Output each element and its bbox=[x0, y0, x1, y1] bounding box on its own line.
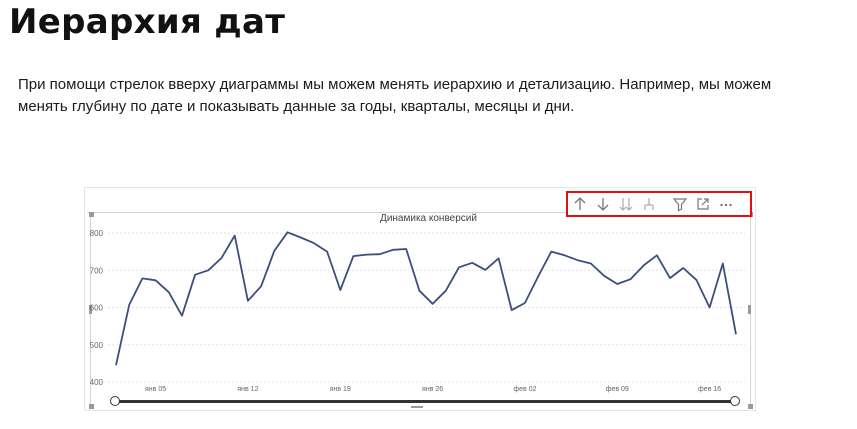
x-tick-label: фев 02 bbox=[513, 386, 536, 393]
focus-mode-icon bbox=[696, 198, 709, 210]
resize-handle-top-left[interactable] bbox=[89, 212, 94, 217]
drill-down-button[interactable] bbox=[591, 193, 614, 215]
x-tick-label: янв 12 bbox=[237, 386, 258, 393]
y-tick-label: 800 bbox=[90, 229, 104, 238]
x-tick-label: фев 09 bbox=[606, 386, 629, 393]
y-tick-label: 600 bbox=[90, 304, 104, 313]
description-line-1: При помощи стрелок вверху диаграммы мы м… bbox=[18, 76, 772, 93]
zoom-slider-end-handle[interactable] bbox=[730, 396, 740, 406]
resize-handle-bottom[interactable] bbox=[411, 406, 423, 408]
more-options-button[interactable] bbox=[714, 193, 737, 215]
filter-button[interactable] bbox=[668, 193, 691, 215]
expand-all-down-button[interactable] bbox=[614, 193, 637, 215]
x-tick-label: янв 19 bbox=[330, 386, 351, 393]
drill-down-icon bbox=[597, 198, 608, 211]
x-tick-label: фев 16 bbox=[698, 386, 721, 393]
zoom-slider-track[interactable] bbox=[115, 400, 735, 403]
zoom-slider-start-handle[interactable] bbox=[110, 396, 120, 406]
more-options-icon bbox=[719, 203, 732, 207]
page-title: Иерархия дат bbox=[9, 2, 286, 42]
expand-all-down-icon bbox=[619, 198, 632, 211]
drill-up-icon bbox=[574, 197, 585, 210]
resize-handle-right[interactable] bbox=[748, 305, 751, 314]
drill-up-button[interactable] bbox=[568, 193, 591, 215]
y-tick-label: 700 bbox=[90, 266, 104, 275]
expand-next-level-icon bbox=[643, 198, 654, 210]
expand-next-level-button[interactable] bbox=[637, 193, 660, 215]
description-paragraph: При помощи стрелок вверху диаграммы мы м… bbox=[18, 74, 838, 118]
chart-title: Динамика конверсий bbox=[380, 213, 477, 224]
y-tick-label: 400 bbox=[90, 378, 104, 387]
visual-header-toolbar bbox=[566, 191, 752, 217]
visual-top-edge bbox=[87, 212, 752, 213]
filter-icon bbox=[672, 198, 687, 212]
resize-handle-left[interactable] bbox=[89, 305, 92, 314]
resize-handle-bottom-right[interactable] bbox=[748, 404, 753, 409]
series-line[interactable] bbox=[115, 231, 737, 366]
x-tick-label: янв 05 bbox=[145, 386, 166, 393]
x-tick-label: янв 26 bbox=[422, 386, 443, 393]
description-line-2: менять глубину по дате и показывать данн… bbox=[18, 98, 575, 115]
y-tick-label: 500 bbox=[90, 341, 104, 350]
resize-handle-bottom-left[interactable] bbox=[89, 404, 94, 409]
focus-mode-button[interactable] bbox=[691, 193, 714, 215]
